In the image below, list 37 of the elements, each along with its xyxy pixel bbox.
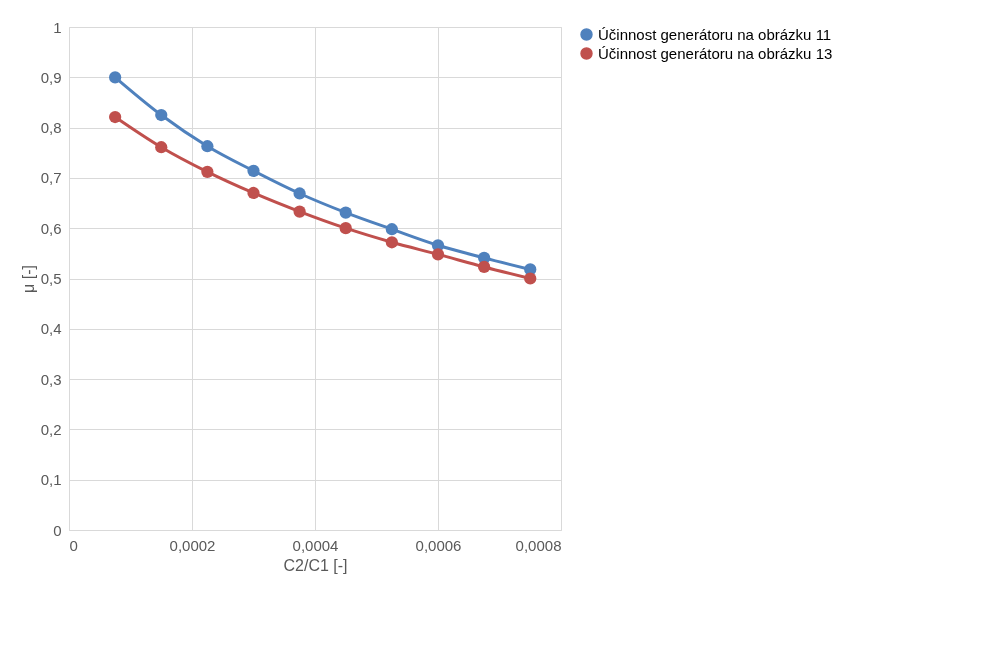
point bbox=[431, 248, 445, 261]
point bbox=[109, 110, 122, 124]
x-tick-label: 0,0002 bbox=[169, 536, 216, 554]
point bbox=[524, 272, 537, 285]
y-tick-label: 0,4 bbox=[40, 320, 62, 338]
x-axis-title: C2/C1 [-] bbox=[283, 556, 348, 574]
y-tick-label: 0,1 bbox=[40, 471, 62, 489]
point bbox=[201, 165, 214, 178]
y-tick-label: 0,5 bbox=[40, 270, 62, 287]
point bbox=[155, 108, 168, 122]
y-tick-label: 1 bbox=[53, 18, 62, 36]
point bbox=[155, 141, 168, 154]
point bbox=[339, 222, 352, 235]
x-tick-label: 0,0006 bbox=[415, 536, 462, 554]
point bbox=[478, 260, 491, 274]
point bbox=[247, 164, 260, 177]
point bbox=[109, 71, 122, 84]
y-axis-title: μ [-] bbox=[19, 265, 37, 293]
x-tick-label: 0,0004 bbox=[292, 536, 339, 554]
y-tick-label: 0,9 bbox=[40, 68, 62, 86]
y-tick-label: 0,2 bbox=[40, 420, 62, 438]
y-tick-label: 0,6 bbox=[40, 219, 62, 237]
point bbox=[247, 186, 260, 200]
point bbox=[339, 206, 352, 219]
point bbox=[385, 236, 398, 249]
point bbox=[293, 205, 306, 218]
y-tick-label: 0,3 bbox=[40, 370, 62, 388]
y-tick-label: 0,8 bbox=[40, 119, 62, 137]
y-tick-label: 0,7 bbox=[40, 169, 62, 187]
legend-label: Účinnost generátoru na obrázku 11 bbox=[598, 25, 832, 43]
point bbox=[201, 140, 214, 153]
y-tick-label: 0 bbox=[53, 521, 62, 539]
x-tick-label: 0 bbox=[69, 536, 78, 554]
x-tick-label: 0,0008 bbox=[515, 536, 562, 554]
point bbox=[293, 187, 306, 200]
legend-label: Účinnost generátoru na obrázku 13 bbox=[598, 44, 833, 62]
point bbox=[385, 223, 398, 236]
